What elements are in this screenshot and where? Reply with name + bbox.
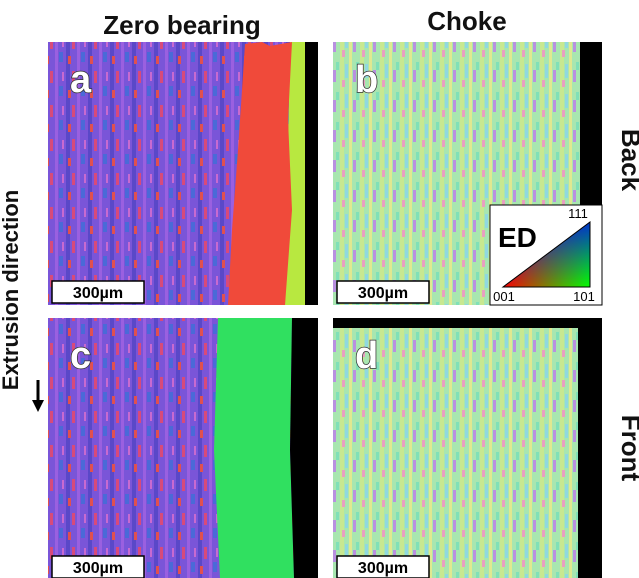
row-label: Back xyxy=(616,129,639,192)
scale-bar: 300µm xyxy=(73,285,123,302)
column-title: Zero bearing xyxy=(103,10,260,40)
legend-corner: 111 xyxy=(568,206,588,221)
scale-box xyxy=(336,280,430,304)
panel xyxy=(48,318,318,578)
scale-box xyxy=(336,555,430,578)
legend-title: ED xyxy=(498,222,537,253)
arrow-head xyxy=(32,400,44,412)
scale-bar: 300µm xyxy=(358,560,408,577)
scale-bar: 300µm xyxy=(358,285,408,302)
scale-bar: 300µm xyxy=(73,560,123,577)
panel-letter: d xyxy=(355,335,378,377)
scale-box xyxy=(51,280,145,304)
panel-letter: a xyxy=(70,59,92,101)
scale-box xyxy=(51,555,145,578)
legend-corner: 101 xyxy=(573,289,595,304)
row-label: Front xyxy=(616,415,639,482)
side-label: Extrusion direction xyxy=(0,190,23,390)
panel xyxy=(48,42,318,305)
column-title: Choke xyxy=(427,6,506,36)
ipf-legend: ED 111 001 101 xyxy=(489,204,603,306)
panel-letter: b xyxy=(355,59,378,101)
panel xyxy=(333,318,602,578)
legend-corner: 001 xyxy=(493,289,515,304)
panel-letter: c xyxy=(70,335,91,377)
